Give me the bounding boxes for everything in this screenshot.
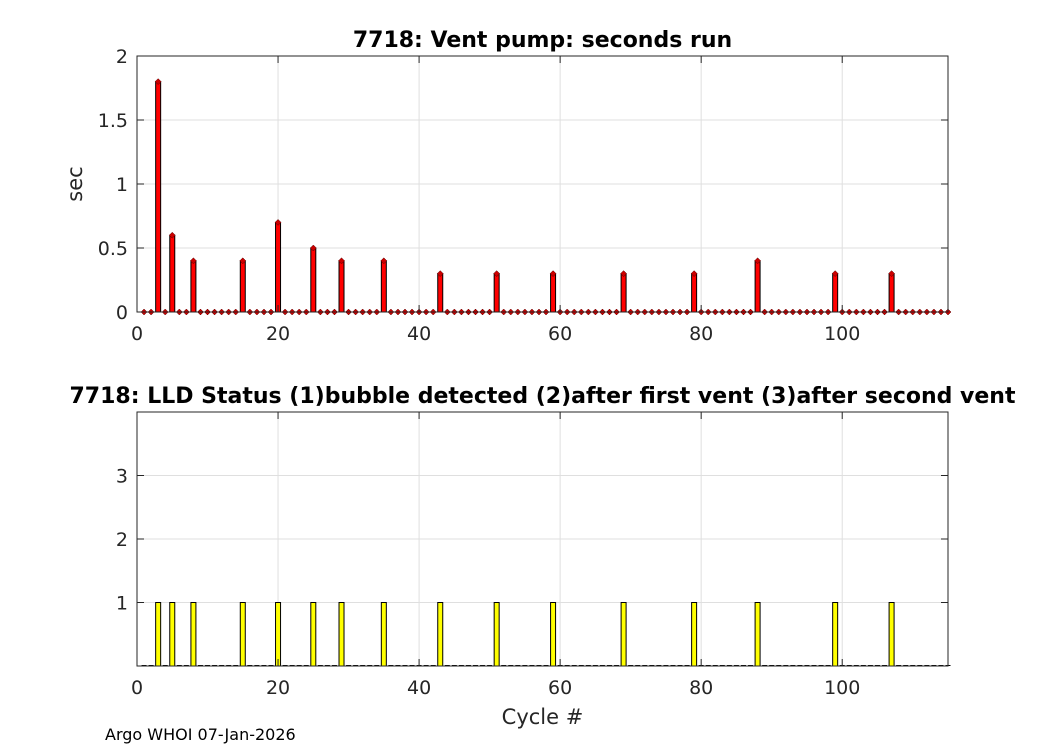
bar [169, 602, 176, 667]
footer-note: Argo WHOI 07-Jan-2026 [105, 725, 296, 744]
bar [754, 260, 761, 313]
x-tick-label: 80 [689, 323, 713, 345]
x-tick-label: 20 [266, 323, 290, 345]
bar [239, 602, 246, 667]
data-point [338, 257, 345, 265]
bar [832, 273, 839, 313]
x-tick-label: 100 [824, 323, 860, 345]
bar [239, 260, 246, 313]
bar [832, 602, 839, 667]
chart-title: 7718: LLD Status (1)bubble detected (2)a… [70, 384, 1016, 409]
data-point [436, 270, 444, 277]
data-point [493, 270, 501, 277]
bar [275, 221, 282, 313]
data-point [831, 270, 839, 277]
x-tick-label: 100 [824, 677, 860, 699]
data-point [190, 257, 197, 265]
x-tick-label: 20 [266, 677, 290, 699]
vent-pump-panel: 0 20 40 60 80 100 0 0.5 1 1.5 2 7718: Vent pump: se… [63, 28, 952, 345]
data-point [888, 270, 895, 277]
data-point [239, 257, 247, 265]
y-tick-label: 2 [116, 46, 128, 68]
x-tick-label: 80 [689, 677, 713, 699]
bar [493, 602, 500, 667]
x-tick-label: 60 [548, 677, 572, 699]
bar [691, 602, 698, 667]
y-tick-label: 3 [116, 466, 128, 488]
x-tick-label: 0 [131, 323, 143, 345]
x-tick-label: 0 [131, 677, 143, 699]
bar [888, 602, 895, 667]
data-point [274, 219, 282, 226]
bar [380, 602, 387, 667]
x-tick-label: 40 [407, 677, 431, 699]
y-tick-label: 2 [116, 529, 128, 551]
y-axis-label: sec [63, 166, 87, 201]
bar [310, 602, 317, 667]
data-point [380, 257, 388, 265]
bar [888, 273, 895, 313]
y-tick-label: 1 [116, 174, 128, 196]
bar [190, 260, 197, 313]
bar [190, 602, 197, 667]
data-point [309, 244, 317, 252]
bar [620, 602, 627, 667]
y-tick-label: 0 [116, 302, 128, 324]
data-point [168, 231, 176, 239]
y-tick-label: 1 [116, 593, 128, 615]
bar [691, 273, 698, 313]
bar [338, 260, 345, 313]
bar [550, 602, 557, 667]
bar [620, 273, 627, 313]
y-tick-label: 1.5 [98, 110, 128, 132]
x-tick-label: 40 [407, 323, 431, 345]
data-point [620, 270, 627, 277]
bar [437, 273, 444, 313]
bar [437, 602, 444, 667]
chart-title: 7718: Vent pump: seconds run [353, 28, 732, 53]
bar [275, 602, 282, 667]
x-tick-label: 60 [548, 323, 572, 345]
bar [493, 273, 500, 313]
lld-status-panel: 0 20 40 60 80 100 1 2 3 7718: LLD Status (1)bubbl… [70, 384, 1016, 729]
bar [550, 273, 557, 313]
bar [155, 602, 162, 667]
x-axis-label: Cycle # [502, 705, 584, 729]
bar [310, 247, 317, 313]
data-point [154, 78, 162, 85]
bar [754, 602, 761, 667]
y-tick-label: 0.5 [98, 238, 128, 260]
bar [338, 602, 345, 667]
bar [380, 260, 387, 313]
bar [155, 81, 162, 313]
data-point [549, 270, 557, 277]
bar [169, 234, 176, 313]
data-point [690, 270, 698, 277]
data-point [754, 257, 761, 265]
